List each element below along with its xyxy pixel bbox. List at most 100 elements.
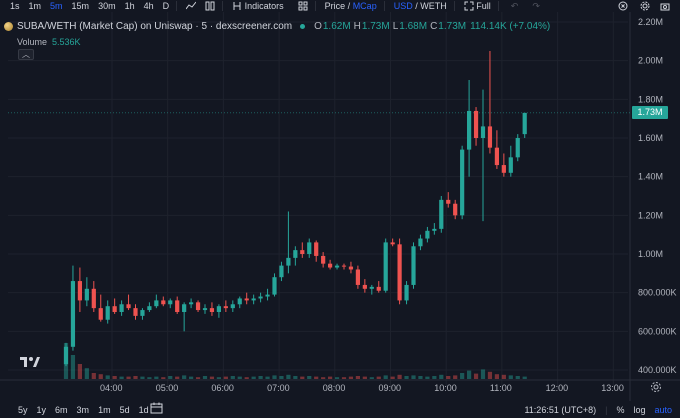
- chart-title: SUBA/WETH (Market Cap) on Uniswap · 5 · …: [17, 21, 293, 32]
- volume-bar: [341, 377, 347, 379]
- price-tick-label: 1.60M: [638, 133, 663, 143]
- interval-4h[interactable]: 4h: [143, 1, 154, 11]
- candle-body: [341, 265, 347, 267]
- interval-30m[interactable]: 30m: [98, 1, 116, 11]
- volume-bar: [411, 375, 416, 379]
- range-1d[interactable]: 1d: [138, 404, 149, 415]
- interval-1s[interactable]: 1s: [10, 1, 20, 11]
- range-1m[interactable]: 1m: [98, 404, 111, 415]
- top-toolbar: 1s 1m 5m 15m 30m 1h 4h D Indicators Pric…: [0, 0, 680, 12]
- volume-bar: [390, 376, 395, 379]
- volume-bar: [460, 373, 465, 379]
- volume-bar: [182, 375, 187, 379]
- mcap-label: MCap: [352, 1, 377, 11]
- price-tick-label: 1.80M: [638, 94, 663, 104]
- fullscreen-button[interactable]: Full: [464, 1, 491, 12]
- range-1y[interactable]: 1y: [36, 404, 47, 415]
- low-label: L: [392, 21, 399, 32]
- interval-1m[interactable]: 1m: [28, 1, 42, 11]
- price-mcap-toggle[interactable]: Price / MCap: [324, 1, 377, 11]
- indicators-button[interactable]: Indicators: [232, 1, 284, 12]
- percent-toggle[interactable]: %: [616, 404, 625, 415]
- auto-toggle[interactable]: auto: [654, 404, 672, 415]
- undo-icon[interactable]: ↶: [510, 0, 519, 11]
- price-tick-label: 1.20M: [638, 210, 663, 220]
- volume-bar: [216, 377, 221, 379]
- volume-bar: [515, 376, 520, 379]
- volume-label: Volume: [17, 37, 48, 47]
- price-chart[interactable]: 2.20M 2.00M 1.80M 1.60M 1.40M 1.20M 1.00M 800.0…: [0, 12, 680, 401]
- time-tick-label: 10:00: [434, 383, 457, 393]
- candle-body: [272, 277, 277, 295]
- candle-body: [425, 230, 430, 239]
- volume-bar: [140, 376, 145, 379]
- collapse-legend-button[interactable]: ︿: [18, 49, 34, 60]
- range-6m[interactable]: 6m: [55, 404, 68, 415]
- axis-settings-icon[interactable]: [650, 381, 662, 393]
- candle-body: [348, 266, 354, 270]
- candle-body: [244, 298, 249, 301]
- range-5d[interactable]: 5d: [119, 404, 130, 415]
- volume-bar: [161, 377, 166, 379]
- volume-bar: [487, 371, 493, 379]
- volume-bar: [265, 376, 270, 379]
- volume-bar: [473, 373, 479, 379]
- candle-body: [307, 242, 312, 254]
- volume-bar: [314, 376, 319, 379]
- candle-body: [70, 281, 76, 347]
- volume-bar: [105, 375, 110, 379]
- range-3m[interactable]: 3m: [76, 404, 90, 415]
- candle-body: [522, 112, 527, 135]
- volume-bar: [362, 376, 367, 379]
- screenshot-icon[interactable]: [660, 1, 670, 12]
- candle-body: [279, 265, 284, 278]
- candle-body: [154, 300, 159, 307]
- candle-body: [161, 300, 166, 305]
- interval-d[interactable]: D: [162, 1, 170, 11]
- search-icon[interactable]: [618, 1, 628, 12]
- date-range-icon[interactable]: [150, 402, 163, 414]
- volume-bar: [84, 368, 89, 379]
- candle-body: [480, 126, 486, 138]
- candle-body: [230, 304, 235, 309]
- volume-bar: [272, 375, 277, 379]
- templates-icon[interactable]: [298, 1, 308, 12]
- candle-body: [168, 300, 173, 305]
- chart-type-icon[interactable]: [186, 1, 197, 12]
- candle-body: [112, 306, 117, 312]
- candle-body: [446, 199, 451, 204]
- tradingview-logo-icon[interactable]: [19, 355, 41, 369]
- volume-bar: [321, 377, 326, 379]
- candle-body: [126, 304, 131, 309]
- currency-toggle[interactable]: USD / WETH: [393, 1, 447, 11]
- market-status-dot-icon: [300, 24, 306, 29]
- candle-body: [404, 284, 409, 301]
- interval-1h[interactable]: 1h: [124, 1, 135, 11]
- redo-icon[interactable]: ↷: [532, 0, 540, 11]
- candlesticks: [63, 51, 527, 367]
- time-axis: 04:00 05:00 06:00 07:00 08:00 09:00 10:00 11:00…: [100, 383, 624, 393]
- settings-icon[interactable]: [640, 1, 650, 12]
- volume-bar: [383, 375, 388, 379]
- log-toggle[interactable]: log: [633, 404, 646, 415]
- candle-body: [209, 308, 215, 312]
- range-5y[interactable]: 5y: [18, 404, 28, 415]
- volume-bar: [154, 376, 159, 379]
- candle-body: [286, 257, 291, 266]
- interval-15m[interactable]: 15m: [71, 1, 90, 11]
- candle-body: [147, 306, 152, 311]
- candle-body: [515, 138, 520, 158]
- interval-5m[interactable]: 5m: [50, 1, 63, 11]
- candle-body: [133, 308, 138, 316]
- volume-bar: [91, 373, 96, 379]
- price-tick-label: 600.000K: [638, 326, 677, 336]
- candle-body: [432, 228, 437, 231]
- candle-body: [202, 308, 208, 311]
- volume-bar: [334, 377, 340, 379]
- price-tick-label: 2.00M: [638, 56, 663, 66]
- candle-body: [63, 346, 69, 365]
- candle-body: [369, 286, 374, 289]
- bottom-divider: |: [605, 404, 608, 415]
- layout-icon[interactable]: [205, 1, 215, 12]
- candle-body: [460, 149, 465, 216]
